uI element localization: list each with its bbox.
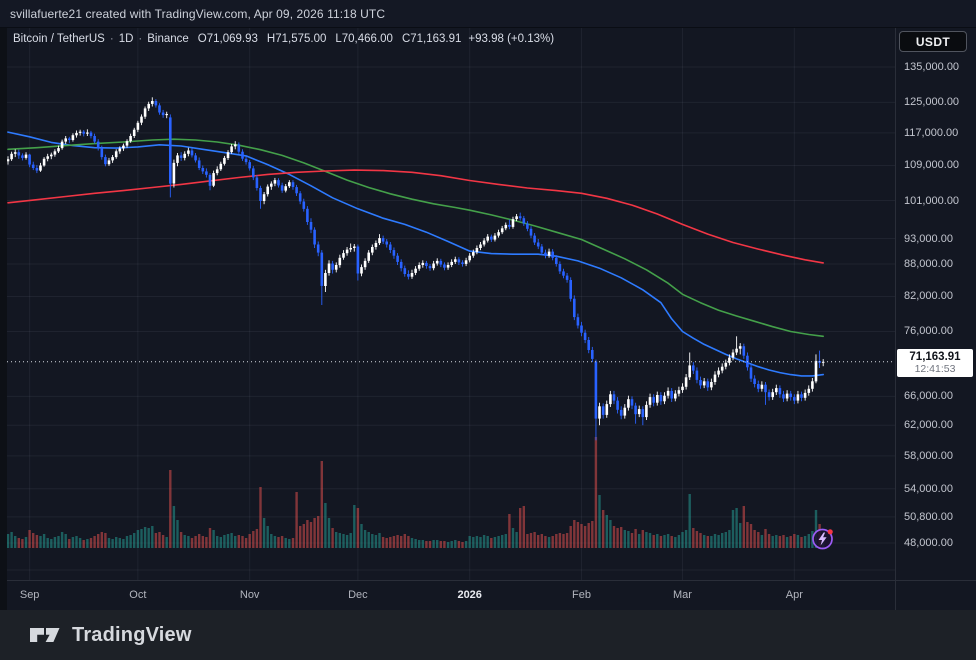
price-axis-label: 58,000.00 [904,449,953,462]
currency-toggle-button[interactable]: USDT [899,31,967,52]
last-price-value: 71,163.91 [909,350,961,363]
last-price-tag: 71,163.91 12:41:53 [897,348,973,377]
price-axis-label: 109,000.00 [904,159,960,172]
tradingview-logo-text: TradingView [72,623,192,646]
time-axis-label: Apr [785,589,803,601]
price-axis-label: 93,000.00 [904,232,953,245]
countdown-timer: 12:41:53 [914,362,956,375]
open-value: O71,069.93 [197,33,258,45]
price-axis-label: 101,000.00 [904,194,960,207]
price-axis-label: 66,000.00 [904,390,953,403]
tradingview-logo[interactable]: TradingView [28,621,192,649]
attribution-text: svillafuerte21 created with TradingView.… [10,6,386,21]
price-axis-label: 62,000.00 [904,419,953,432]
price-axis-label: 125,000.00 [904,96,960,109]
chart-area: Bitcoin / TetherUS · 1D · Binance O71,06… [0,28,976,611]
footer-bar: TradingView [0,610,976,660]
price-axis-label: 76,000.00 [904,325,953,338]
price-axis-label: 88,000.00 [904,257,953,270]
notification-dot [827,529,833,535]
symbol-name[interactable]: Bitcoin / TetherUS [13,33,105,45]
price-axis-label: 54,000.00 [904,482,953,495]
chart-canvas [7,28,895,580]
price-axis-label: 48,000.00 [904,537,953,549]
exchange-label[interactable]: Binance [147,33,189,45]
price-axis[interactable]: USDT 135,000.00 125,000.00 117,000.00 109,0… [895,28,976,610]
time-axis-label: Sep [19,589,40,601]
separator-dot: · [109,33,114,45]
low-value: L70,466.00 [335,33,393,45]
left-margin [0,28,7,610]
time-axis-label: Dec [348,589,368,601]
price-pane[interactable]: Bitcoin / TetherUS · 1D · Binance O71,06… [7,28,895,580]
price-axis-label: 50,800.00 [904,510,953,523]
high-value: H71,575.00 [266,33,327,45]
attribution-bar: svillafuerte21 created with TradingView.… [0,0,976,28]
flash-trade-icon[interactable] [811,527,835,551]
time-axis-label: Mar [673,589,692,601]
time-axis-label: 2026 [457,589,482,601]
time-axis-label: Oct [129,589,147,601]
time-axis-label: Nov [239,589,260,601]
price-axis-label: 135,000.00 [904,61,960,73]
time-axis-label: Feb [572,589,591,601]
axis-corner-divider [895,581,896,611]
separator-dot: · [138,33,143,45]
change-value: +93.98 (+0.13%) [468,33,555,45]
price-axis-label: 82,000.00 [904,290,953,303]
close-value: C71,163.91 [401,33,462,45]
time-axis[interactable]: Sep Oct Nov Dec 2026 Feb Mar Apr [7,580,976,611]
chart-legend: Bitcoin / TetherUS · 1D · Binance O71,06… [13,33,554,45]
tradingview-logo-mark [30,628,60,642]
price-axis-label: 117,000.00 [904,126,959,139]
interval-label[interactable]: 1D [118,33,134,45]
